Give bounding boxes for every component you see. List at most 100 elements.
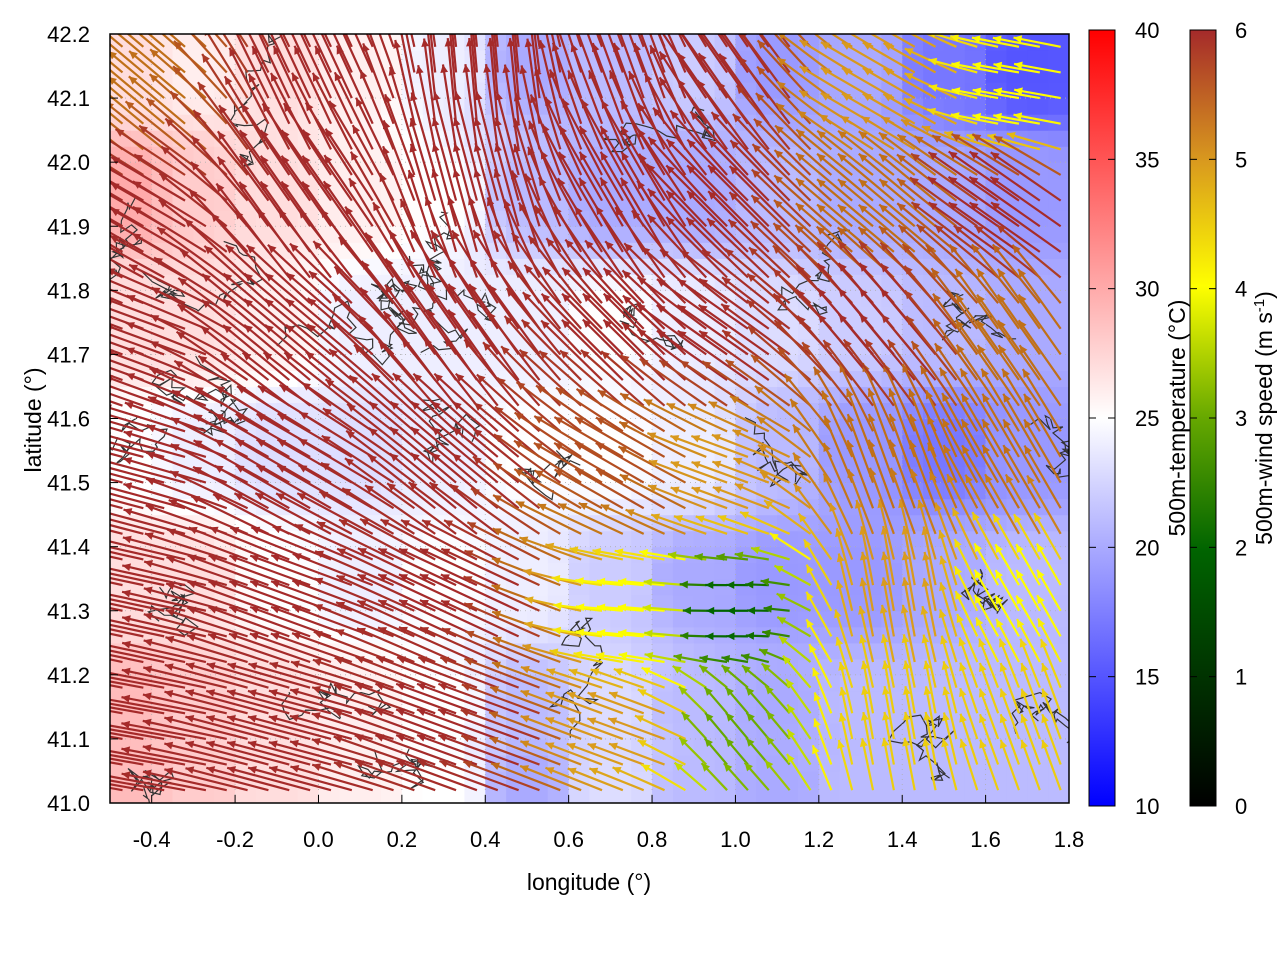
- wind-arrow-head: [67, 51, 76, 59]
- wind-arrow-head: [72, 131, 81, 139]
- temperature-cell: [735, 18, 756, 35]
- temperature-cell: [1048, 98, 1069, 115]
- temperature-cell: [1048, 386, 1069, 403]
- wind-arrow-head: [87, 51, 96, 59]
- wind-arrow-head: [592, 17, 599, 26]
- temperature-cell: [673, 579, 694, 596]
- temperature-cell: [819, 98, 840, 115]
- temperature-cell: [152, 18, 173, 35]
- temperature-cell: [1048, 66, 1069, 83]
- wind-arrow-head: [175, 15, 183, 24]
- temperature-cell: [631, 18, 652, 35]
- wind-arrow-head: [395, 14, 403, 23]
- wind-arrow-head: [571, 0, 578, 1]
- wind-arrow-head: [81, 459, 90, 467]
- temperature-cell: [715, 675, 736, 692]
- wind-arrow-head: [38, 747, 47, 755]
- wind-arrow-head: [363, 17, 370, 26]
- temperature-cell: [569, 611, 590, 628]
- wind-arrow-head: [59, 591, 68, 599]
- temperature-cell: [715, 563, 736, 580]
- wind-arrow-head: [526, 13, 534, 22]
- temperature-cell: [444, 18, 465, 35]
- wind-arrow-head: [129, 25, 138, 33]
- temperature-cell: [819, 787, 840, 804]
- temperature-cell: [756, 18, 777, 35]
- temperature-cell: [923, 787, 944, 804]
- temperature-cell: [590, 386, 611, 403]
- temperature-cell: [1027, 194, 1048, 211]
- wind-arrow-head: [230, 0, 237, 5]
- temperature-cell: [610, 563, 631, 580]
- temperature-cell: [673, 563, 694, 580]
- wind-arrow-head: [274, 0, 281, 4]
- temperature-cell: [652, 18, 673, 35]
- temperature-cell: [610, 611, 631, 628]
- temperature-cell: [193, 18, 214, 35]
- temperature-cell: [673, 18, 694, 35]
- wind-arrow-head: [90, 158, 99, 165]
- wind-arrow-head: [337, 0, 344, 3]
- wind-arrow-head: [863, 17, 872, 24]
- temperature-cell: [840, 611, 861, 628]
- wind-arrow-head: [80, 773, 89, 781]
- wind-arrow-head: [87, 77, 96, 85]
- temperature-cell: [819, 691, 840, 708]
- temperature-cell: [881, 18, 902, 35]
- temperature-cell: [756, 611, 777, 628]
- temperature-cell: [1027, 98, 1048, 115]
- temperature-cell: [214, 18, 235, 35]
- wind-arrow-head: [100, 747, 109, 755]
- temperature-cell: [777, 18, 798, 35]
- temperature-cell: [986, 787, 1007, 804]
- wind-arrow-head: [678, 2, 686, 11]
- wind-arrow-head: [699, 2, 707, 11]
- temperature-cell: [569, 563, 590, 580]
- wind-arrow-head: [38, 669, 47, 677]
- wind-arrow-head: [38, 591, 47, 599]
- temperature-cell: [715, 691, 736, 708]
- temperature-cell: [173, 18, 194, 35]
- wind-arrow-head: [652, 19, 659, 28]
- wind-arrow-head: [613, 17, 620, 26]
- wind-arrow-head: [101, 642, 110, 650]
- temperature-cell: [1006, 18, 1027, 35]
- temperature-cell: [756, 483, 777, 500]
- temperature-cell: [569, 18, 590, 35]
- wind-arrow-head: [80, 565, 89, 573]
- wind-arrow-head: [60, 459, 69, 467]
- temperature-cell: [840, 18, 861, 35]
- wind-arrow-head: [295, 20, 302, 29]
- temperature-cell: [798, 50, 819, 67]
- temperature-cell: [715, 18, 736, 35]
- wind-arrow-head: [231, 21, 238, 30]
- temperature-cell: [590, 563, 611, 580]
- temperature-cell: [819, 547, 840, 564]
- wind-arrow-head: [89, 236, 98, 243]
- wind-arrow-head: [151, 0, 160, 4]
- temperature-cell: [548, 306, 569, 323]
- temperature-cell: [548, 18, 569, 35]
- wind-arrow-head: [63, 324, 72, 331]
- wind-arrow-head: [799, 12, 808, 20]
- wind-arrow-head: [81, 433, 90, 441]
- temperature-cell: [735, 691, 756, 708]
- wind-arrow-head: [80, 591, 89, 599]
- temperature-cell: [631, 611, 652, 628]
- temperature-cell: [923, 18, 944, 35]
- temperature-cell: [965, 787, 986, 804]
- wind-arrow-head: [108, 25, 117, 33]
- temperature-cell: [1048, 130, 1069, 147]
- wind-arrow-head: [81, 510, 90, 518]
- wind-arrow-head: [60, 510, 69, 518]
- wind-arrow-head: [445, 12, 453, 20]
- temperature-cell: [777, 435, 798, 452]
- wind-arrow-head: [253, 20, 260, 29]
- temperature-cell: [673, 611, 694, 628]
- wind-arrow-head: [592, 0, 599, 1]
- temperature-cell: [402, 18, 423, 35]
- wind-arrow-head: [64, 270, 73, 277]
- wind-arrow-head: [634, 17, 641, 26]
- temperature-cell: [1027, 18, 1048, 35]
- wind-arrow-head: [634, 0, 641, 1]
